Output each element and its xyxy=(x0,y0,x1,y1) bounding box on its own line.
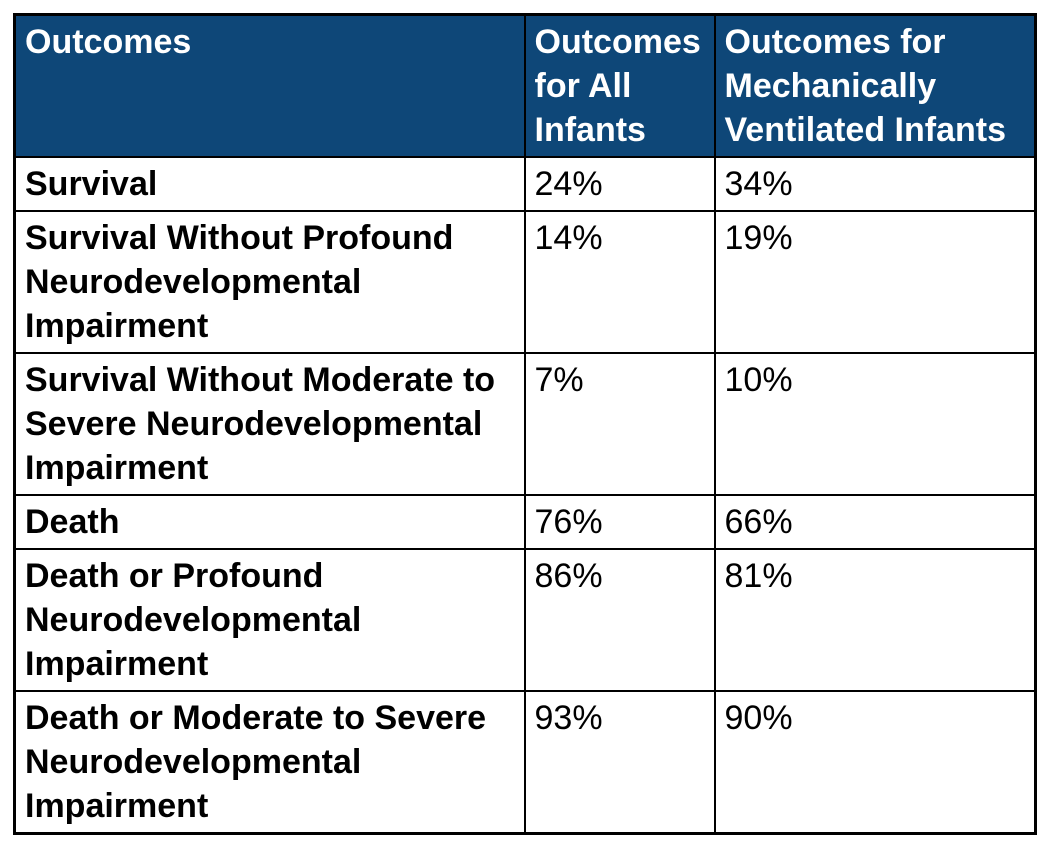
outcome-cell: Survival Without Profound Neurodevelopme… xyxy=(13,210,526,354)
all-infants-value-cell: 86% xyxy=(523,548,716,692)
all-infants-value-cell: 14% xyxy=(523,210,716,354)
outcome-cell: Death or Moderate to Severe Neurodevelop… xyxy=(13,690,526,835)
header-row: Outcomes Outcomes for All Infants Outcom… xyxy=(13,13,1037,158)
table-row-survival-without-moderate-severe-ndi: Survival Without Moderate to Severe Neur… xyxy=(13,352,1037,496)
table-row-survival: Survival 24% 34% xyxy=(13,156,1037,212)
all-infants-value-cell: 93% xyxy=(523,690,716,835)
table-row-death-or-profound-ndi: Death or Profound Neurodevelopmental Imp… xyxy=(13,548,1037,692)
column-header-ventilated-infants: Outcomes for Mechanically Ventilated Inf… xyxy=(713,13,1037,158)
column-header-all-infants: Outcomes for All Infants xyxy=(523,13,716,158)
all-infants-value-cell: 7% xyxy=(523,352,716,496)
ventilated-value-cell: 66% xyxy=(713,494,1037,550)
all-infants-value-cell: 76% xyxy=(523,494,716,550)
column-header-outcomes: Outcomes xyxy=(13,13,526,158)
outcomes-table: Outcomes Outcomes for All Infants Outcom… xyxy=(13,13,1037,835)
ventilated-value-cell: 81% xyxy=(713,548,1037,692)
all-infants-value-cell: 24% xyxy=(523,156,716,212)
outcome-cell: Death xyxy=(13,494,526,550)
ventilated-value-cell: 10% xyxy=(713,352,1037,496)
outcome-cell: Survival xyxy=(13,156,526,212)
table-row-survival-without-profound-ndi: Survival Without Profound Neurodevelopme… xyxy=(13,210,1037,354)
table-body: Survival 24% 34% Survival Without Profou… xyxy=(13,156,1037,835)
table-row-death-or-moderate-severe-ndi: Death or Moderate to Severe Neurodevelop… xyxy=(13,690,1037,835)
table-row-death: Death 76% 66% xyxy=(13,494,1037,550)
outcomes-table-container: Outcomes Outcomes for All Infants Outcom… xyxy=(13,13,1037,835)
ventilated-value-cell: 90% xyxy=(713,690,1037,835)
ventilated-value-cell: 34% xyxy=(713,156,1037,212)
ventilated-value-cell: 19% xyxy=(713,210,1037,354)
table-header: Outcomes Outcomes for All Infants Outcom… xyxy=(13,13,1037,158)
outcome-cell: Death or Profound Neurodevelopmental Imp… xyxy=(13,548,526,692)
outcome-cell: Survival Without Moderate to Severe Neur… xyxy=(13,352,526,496)
